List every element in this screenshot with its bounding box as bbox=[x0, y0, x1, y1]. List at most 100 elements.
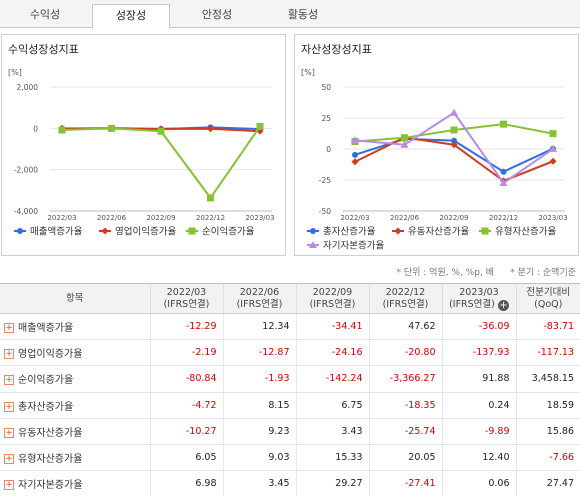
table-cell: 91.88 bbox=[441, 365, 516, 393]
table-cell: 6.75 bbox=[295, 392, 369, 419]
table-cell: -25.74 bbox=[368, 418, 442, 445]
legend-label: 영업이익증가율 bbox=[115, 226, 176, 238]
table-cell: -20.80 bbox=[368, 339, 442, 367]
table-cell: 27.47 bbox=[515, 470, 580, 496]
data-point bbox=[157, 127, 165, 135]
row-label[interactable]: + 유동자산증가율 bbox=[0, 418, 150, 445]
table-cell: 20.05 bbox=[368, 444, 442, 472]
profit-growth-panel: 수익성장성지표 [%] 2,000 0 -2,000 -4,000 2022/03 2022… bbox=[1, 34, 286, 256]
panel-title: 자산성장성지표 bbox=[301, 43, 372, 56]
asset-growth-chart: [%] 50 25 0 -25 -50 2022/03 2022/06 2022/09 2022/… bbox=[301, 68, 568, 252]
tab-stability[interactable]: 안정성 bbox=[201, 8, 233, 21]
y-axis-unit: [%] bbox=[8, 68, 22, 77]
legend-label: 자기자본증가율 bbox=[323, 241, 384, 252]
expand-plus-icon[interactable]: + bbox=[4, 480, 14, 491]
row-label[interactable]: + 자기자본증가율 bbox=[0, 470, 150, 496]
expand-plus-icon[interactable]: + bbox=[4, 401, 14, 412]
table-row: + 순이익증가율 -80.84 -1.93 -142.24 -3,366.27 91.88 3… bbox=[0, 365, 580, 393]
header-item: 항목 bbox=[0, 283, 150, 314]
series-line bbox=[61, 125, 261, 200]
x-tick-label: 2022/03 bbox=[47, 214, 76, 222]
data-point bbox=[401, 134, 408, 142]
table-row: + 유동자산증가율 -10.27 9.23 3.43 -25.74 -9.89 15.86 bbox=[0, 418, 580, 445]
table-header-row: 항목 2022/03 (IFRS연결) 2022/06 (IFRS연결) 2022/… bbox=[0, 283, 580, 314]
expand-plus-icon[interactable]: + bbox=[4, 375, 14, 386]
growth-table: 항목 2022/03 (IFRS연결) 2022/06 (IFRS연결) 2022/… bbox=[0, 283, 580, 496]
data-point bbox=[256, 122, 264, 130]
tab-activity[interactable]: 활동성 bbox=[287, 8, 319, 21]
data-point bbox=[451, 137, 457, 144]
expand-plus-icon[interactable]: + bbox=[4, 349, 14, 360]
asset-growth-panel: 자산성장성지표 [%] 50 25 0 -25 -50 2022/03 2022/06 2022… bbox=[294, 34, 579, 256]
data-point bbox=[500, 120, 507, 128]
x-tick-label: 2022/09 bbox=[146, 214, 175, 222]
y-axis-unit: [%] bbox=[301, 68, 315, 77]
y-tick-label: -4,000 bbox=[14, 207, 38, 216]
row-label[interactable]: + 순이익증가율 bbox=[0, 365, 150, 393]
x-tick-label: 2022/06 bbox=[97, 214, 127, 222]
table-cell: 15.33 bbox=[295, 444, 369, 472]
y-tick-label: -50 bbox=[319, 207, 331, 216]
x-tick-label: 2023/03 bbox=[538, 214, 567, 222]
table-row: + 영업이익증가율 -2.19 -12.87 -24.16 -20.80 -137.93 -1… bbox=[0, 339, 580, 367]
table-cell: 47.62 bbox=[368, 313, 442, 341]
table-cell: 29.27 bbox=[295, 470, 369, 496]
y-tick-label: -25 bbox=[319, 176, 331, 185]
unit-note: * 단위 : 억원, %, %p, 배 bbox=[396, 268, 495, 278]
table-cell: 15.86 bbox=[515, 418, 580, 445]
table-cell: 0.24 bbox=[441, 392, 516, 419]
table-cell: 0.06 bbox=[441, 470, 516, 496]
header-2022-06: 2022/06 (IFRS연결) bbox=[222, 283, 296, 314]
data-point bbox=[207, 125, 214, 133]
row-label[interactable]: + 총자산증가율 bbox=[0, 392, 150, 419]
table-cell: 12.34 bbox=[222, 313, 296, 341]
table-cell: 9.23 bbox=[222, 418, 296, 445]
plus-info-icon[interactable]: + bbox=[497, 299, 509, 311]
expand-plus-icon[interactable]: + bbox=[4, 427, 14, 438]
table-cell: 9.03 bbox=[222, 444, 296, 472]
legend-marker bbox=[17, 228, 23, 234]
table-row: + 자기자본증가율 6.98 3.45 29.27 -27.41 0.06 27.47 bbox=[0, 470, 580, 496]
table-cell: -142.24 bbox=[295, 365, 369, 393]
y-tick-label: 2,000 bbox=[17, 83, 39, 92]
tab-profitability[interactable]: 수익성 bbox=[29, 8, 61, 21]
legend-label: 매출액증가율 bbox=[30, 226, 83, 238]
table-cell: 18.59 bbox=[515, 392, 580, 419]
x-tick-label: 2022/06 bbox=[390, 214, 420, 222]
header-qoq: 전분기대비 (QoQ) bbox=[515, 283, 580, 314]
data-point bbox=[351, 136, 359, 144]
data-point bbox=[351, 158, 359, 166]
header-2022-12: 2022/12 (IFRS연결) bbox=[368, 283, 442, 314]
expand-plus-icon[interactable]: + bbox=[4, 454, 14, 465]
legend-label: 유형자산증가율 bbox=[495, 227, 556, 238]
table-cell: -10.27 bbox=[149, 418, 223, 445]
row-label[interactable]: + 유형자산증가율 bbox=[0, 444, 150, 472]
data-point bbox=[207, 194, 214, 202]
tab-bar: 수익성 성장성 안정성 활동성 bbox=[0, 0, 580, 29]
y-tick-label: 0 bbox=[33, 124, 38, 133]
row-label-text: 순이익증가율 bbox=[18, 375, 74, 387]
table-cell: -4.72 bbox=[149, 392, 223, 419]
table-cell: 3.43 bbox=[295, 418, 369, 445]
y-tick-label: -2,000 bbox=[14, 166, 38, 175]
row-label-text: 유동자산증가율 bbox=[18, 427, 83, 439]
data-point bbox=[400, 140, 409, 148]
row-label[interactable]: + 영업이익증가율 bbox=[0, 339, 150, 367]
table-cell: 6.05 bbox=[149, 444, 223, 472]
tab-growth[interactable]: 성장성 bbox=[92, 4, 170, 29]
y-tick-label: 50 bbox=[321, 83, 331, 92]
table-cell: 6.98 bbox=[149, 470, 223, 496]
table-cell: 3.45 bbox=[222, 470, 296, 496]
legend-label: 총자산증가율 bbox=[323, 227, 376, 238]
data-point bbox=[108, 124, 115, 132]
legend-marker bbox=[394, 227, 402, 235]
table-cell: -7.66 bbox=[515, 444, 580, 472]
x-tick-label: 2023/03 bbox=[245, 214, 274, 222]
y-tick-label: 0 bbox=[326, 145, 331, 154]
profit-growth-chart: [%] 2,000 0 -2,000 -4,000 2022/03 2022/06 2022/… bbox=[8, 68, 275, 238]
row-label[interactable]: + 매출액증가율 bbox=[0, 313, 150, 341]
table-cell: 8.15 bbox=[222, 392, 296, 419]
header-2023-03: 2023/03 (IFRS연결) + bbox=[441, 283, 516, 314]
data-point bbox=[58, 126, 66, 134]
expand-plus-icon[interactable]: + bbox=[4, 323, 14, 334]
